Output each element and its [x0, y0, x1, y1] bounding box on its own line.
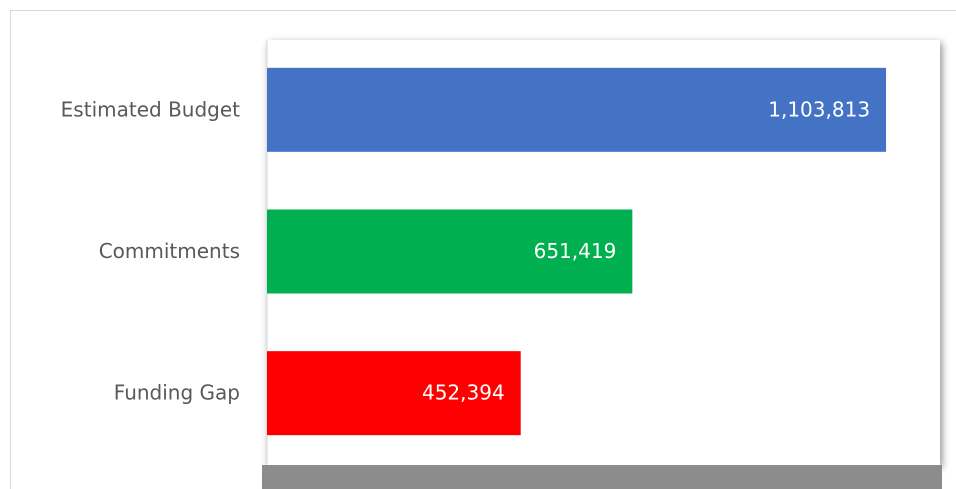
- y-tick-label: Estimated Budget: [61, 97, 240, 121]
- y-tick-label: Commitments: [99, 239, 240, 263]
- bar: [267, 67, 887, 152]
- bar: [267, 209, 633, 294]
- plot-shadow: [262, 465, 942, 489]
- bar: [267, 351, 521, 436]
- bars: Estimated Budget 1,103,813 Commitments 651,…: [61, 67, 887, 436]
- data-label: 1,103,813: [768, 97, 870, 121]
- data-label: 651,419: [534, 239, 617, 263]
- data-label: 452,394: [422, 381, 505, 405]
- y-tick-label: Funding Gap: [114, 381, 240, 405]
